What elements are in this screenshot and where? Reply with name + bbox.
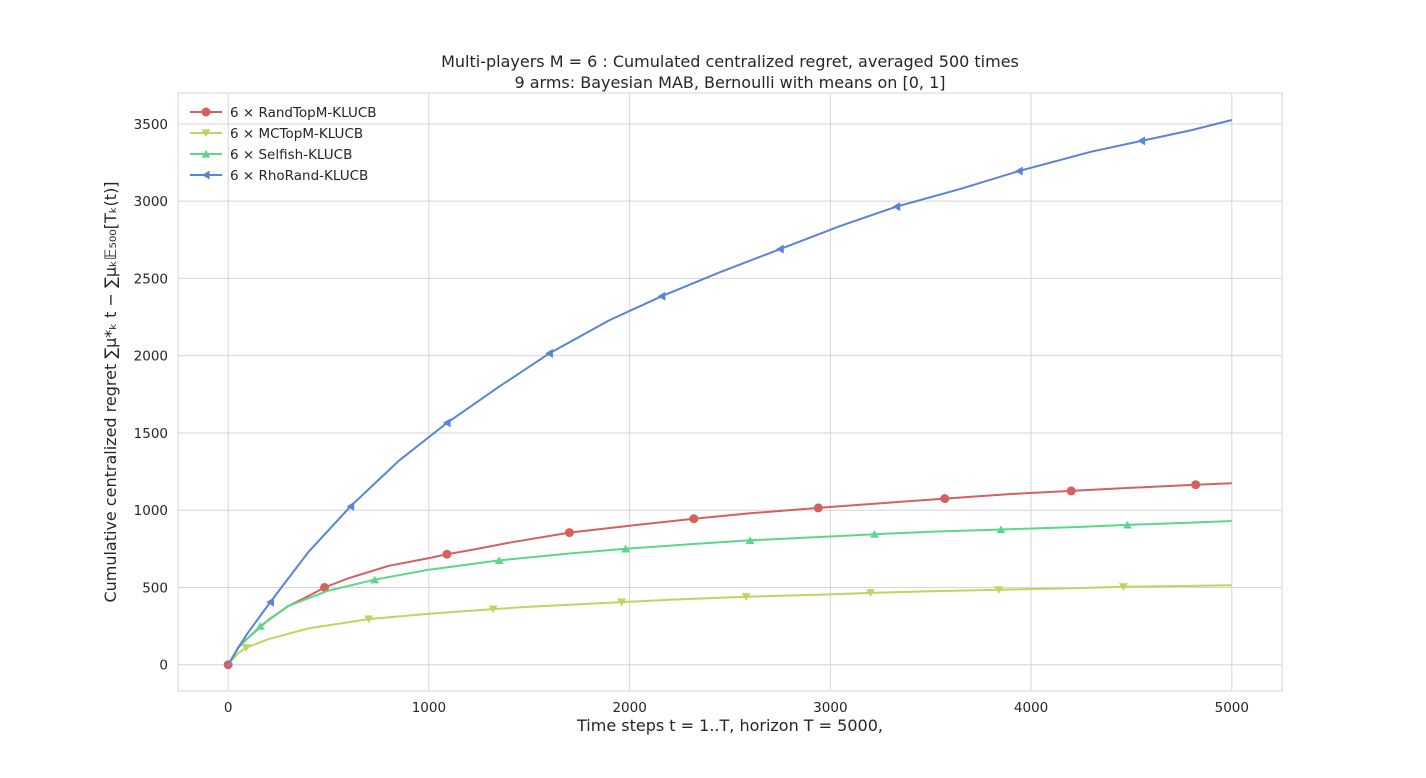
chart-title-line2: 9 arms: Bayesian MAB, Bernoulli with mea…: [514, 73, 945, 92]
data-point-marker: [266, 597, 274, 607]
data-point-marker: [1014, 166, 1023, 176]
y-tick-label: 1500: [134, 426, 168, 442]
series-1: [227, 583, 1232, 666]
data-point-marker: [689, 514, 699, 524]
y-grid: [178, 123, 1282, 666]
data-point-marker: [320, 582, 330, 592]
data-point-marker: [364, 615, 374, 624]
x-tick-label: 5000: [1215, 700, 1249, 716]
series-3: [227, 119, 1233, 666]
data-point-marker: [994, 586, 1004, 594]
chart-title-line1: Multi-players M = 6 : Cumulated centrali…: [441, 52, 1019, 71]
data-point-marker: [346, 501, 355, 511]
data-point-marker: [241, 644, 251, 652]
y-tick-label: 2500: [134, 271, 168, 287]
series-line: [227, 584, 1232, 666]
legend-swatch-marker: [201, 129, 211, 138]
x-tick-label: 3000: [813, 700, 847, 716]
legend-item: 6 × Selfish-KLUCB: [190, 147, 352, 163]
series-line: [227, 520, 1232, 666]
x-axis-ticks: 0 1000 2000 3000 4000 5000: [224, 700, 1249, 716]
x-tick-label: 0: [224, 700, 233, 716]
plot-area: [177, 92, 1283, 692]
y-tick-label: 3500: [134, 117, 168, 133]
legend-item: 6 × MCTopM-KLUCB: [190, 126, 363, 142]
legend-swatch-marker: [201, 149, 211, 158]
y-axis-label: Cumulative centralized regret ∑μ*ₖ t − ∑…: [101, 181, 120, 602]
series-line: [227, 119, 1233, 666]
legend-item: 6 × RandTopM-KLUCB: [190, 105, 377, 121]
data-point-marker: [1122, 520, 1132, 529]
data-point-marker: [564, 528, 574, 538]
series-2: [227, 520, 1232, 666]
y-tick-label: 500: [142, 580, 168, 596]
y-tick-label: 0: [159, 658, 168, 674]
data-point-marker: [870, 530, 880, 538]
legend-item: 6 × RhoRand-KLUCB: [190, 168, 368, 184]
legend-label: 6 × RhoRand-KLUCB: [230, 168, 368, 184]
data-point-marker: [940, 494, 950, 504]
x-tick-label: 1000: [412, 700, 446, 716]
x-tick-label: 2000: [612, 700, 646, 716]
x-grid: [227, 93, 1233, 691]
data-point-marker: [657, 291, 666, 301]
series-layer: [223, 119, 1233, 670]
data-point-marker: [892, 202, 901, 212]
data-point-marker: [1137, 136, 1146, 146]
data-point-marker: [617, 598, 627, 607]
x-axis-label: Time steps t = 1..T, horizon T = 5000,: [576, 716, 883, 735]
series-0: [223, 480, 1232, 670]
data-point-marker: [494, 556, 504, 565]
data-point-marker: [1066, 486, 1076, 496]
legend-swatch-marker: [201, 170, 210, 180]
legend-label: 6 × RandTopM-KLUCB: [230, 105, 377, 121]
data-point-marker: [741, 593, 751, 601]
data-point-marker: [1118, 583, 1128, 591]
data-point-marker: [996, 525, 1006, 534]
data-point-marker: [545, 348, 553, 358]
y-tick-label: 1000: [134, 503, 168, 519]
legend-label: 6 × Selfish-KLUCB: [230, 147, 352, 163]
data-point-marker: [621, 544, 631, 553]
data-point-marker: [776, 244, 784, 254]
plot-frame: [177, 92, 1283, 692]
data-point-marker: [370, 575, 380, 584]
data-point-marker: [813, 503, 823, 513]
legend: 6 × RandTopM-KLUCB 6 × MCTopM-KLUCB 6 × Se…: [190, 105, 377, 184]
y-tick-label: 2000: [134, 349, 168, 365]
legend-swatch-marker: [201, 107, 211, 117]
x-tick-label: 4000: [1014, 700, 1048, 716]
data-point-marker: [866, 589, 876, 597]
data-point-marker: [488, 605, 498, 614]
legend-label: 6 × MCTopM-KLUCB: [230, 126, 363, 142]
data-point-marker: [255, 622, 265, 630]
y-tick-label: 3000: [134, 194, 168, 210]
data-point-marker: [442, 549, 452, 559]
data-point-marker: [442, 418, 451, 428]
data-point-marker: [745, 536, 755, 544]
data-point-marker: [1191, 480, 1201, 490]
y-axis-ticks: 0 500 1000 1500 2000 2500 3000 3500: [134, 117, 168, 674]
